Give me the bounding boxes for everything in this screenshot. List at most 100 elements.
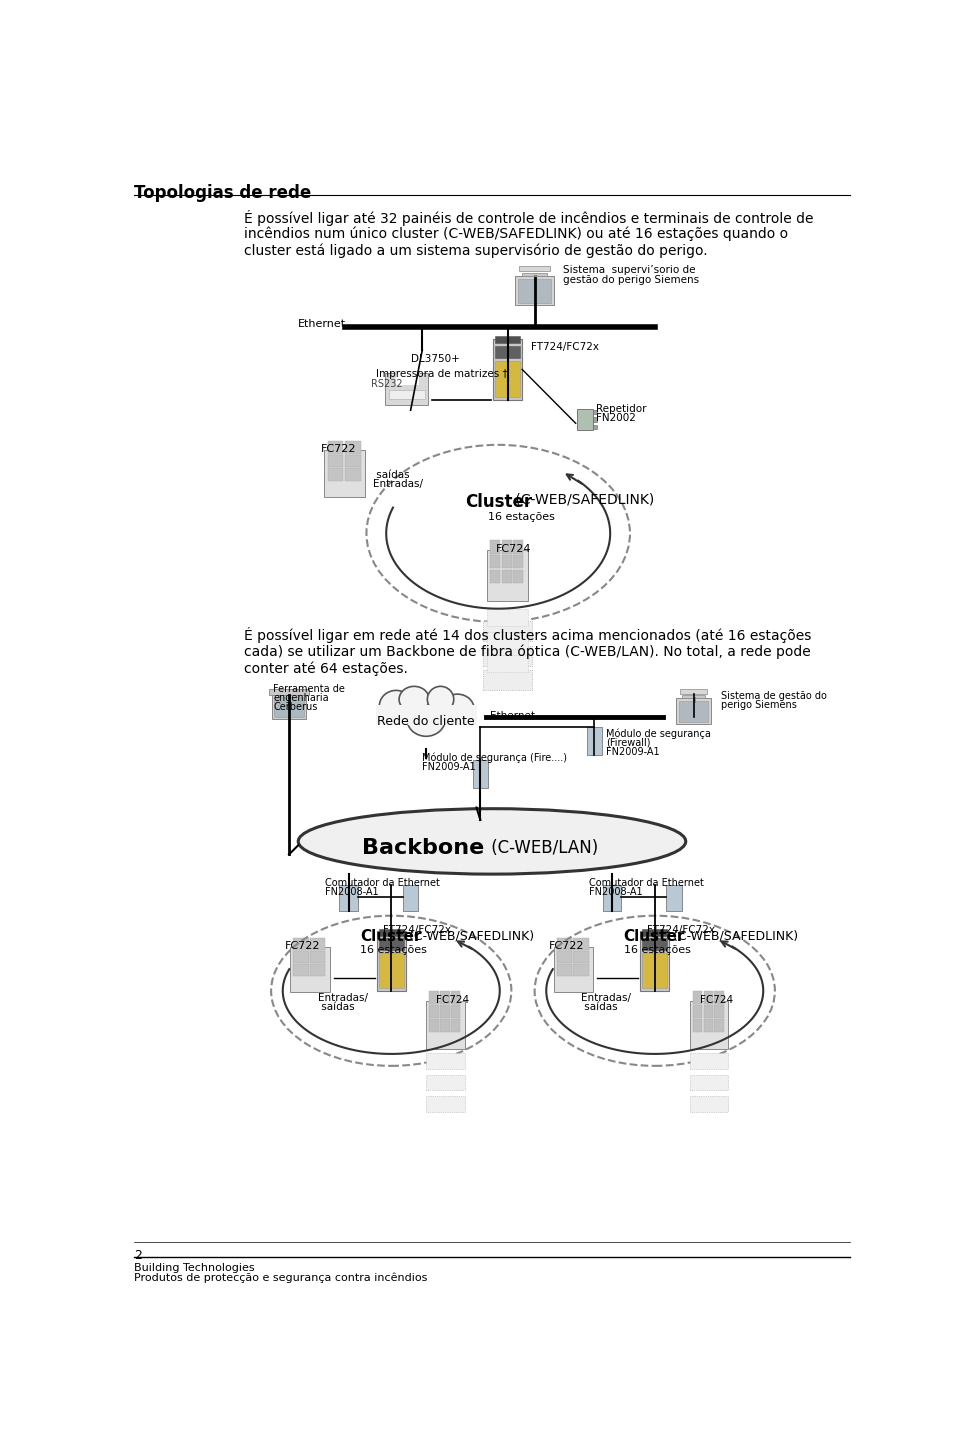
- FancyBboxPatch shape: [577, 410, 593, 430]
- FancyBboxPatch shape: [274, 698, 304, 717]
- FancyBboxPatch shape: [693, 1019, 703, 1032]
- Text: É possível ligar até 32 painéis de controle de incêndios e terminais de controle: É possível ligar até 32 painéis de contr…: [244, 211, 813, 226]
- FancyBboxPatch shape: [488, 632, 528, 649]
- Text: Entradas/: Entradas/: [372, 480, 422, 489]
- Ellipse shape: [399, 686, 429, 712]
- Text: FN2008-A1: FN2008-A1: [588, 887, 642, 897]
- FancyBboxPatch shape: [593, 410, 597, 414]
- Text: engenharia: engenharia: [274, 692, 329, 702]
- Text: FC724: FC724: [700, 995, 732, 1005]
- Text: FT724/FC72x: FT724/FC72x: [531, 342, 599, 352]
- FancyBboxPatch shape: [693, 991, 703, 1004]
- Ellipse shape: [407, 702, 445, 737]
- Text: FN2009-A1: FN2009-A1: [606, 747, 660, 757]
- FancyBboxPatch shape: [294, 939, 308, 950]
- Text: Backbone: Backbone: [362, 838, 484, 858]
- Text: FN2002: FN2002: [596, 414, 636, 424]
- FancyBboxPatch shape: [502, 541, 512, 554]
- FancyBboxPatch shape: [327, 441, 344, 454]
- FancyBboxPatch shape: [345, 469, 361, 480]
- Text: (Firewall): (Firewall): [606, 737, 651, 747]
- FancyBboxPatch shape: [451, 991, 461, 1004]
- FancyBboxPatch shape: [495, 346, 520, 358]
- FancyBboxPatch shape: [642, 929, 667, 936]
- FancyBboxPatch shape: [403, 884, 419, 911]
- Text: Entradas/: Entradas/: [581, 994, 631, 1004]
- FancyBboxPatch shape: [689, 1096, 729, 1112]
- Text: Impressora de matrizes †: Impressora de matrizes †: [375, 369, 508, 379]
- Text: É possível ligar em rede até 14 dos clusters acima mencionados (até 16 estações: É possível ligar em rede até 14 dos clus…: [244, 627, 811, 643]
- FancyBboxPatch shape: [488, 609, 528, 626]
- FancyBboxPatch shape: [426, 1074, 465, 1090]
- FancyBboxPatch shape: [714, 991, 724, 1004]
- Text: cluster está ligado a um sistema supervisório de gestão do perigo.: cluster está ligado a um sistema supervi…: [244, 244, 708, 258]
- FancyBboxPatch shape: [440, 991, 449, 1004]
- Text: (C-WEB/SAFEDLINK): (C-WEB/SAFEDLINK): [405, 929, 535, 942]
- FancyBboxPatch shape: [495, 336, 520, 343]
- FancyBboxPatch shape: [522, 273, 547, 277]
- FancyBboxPatch shape: [451, 1019, 461, 1032]
- FancyBboxPatch shape: [426, 1001, 465, 1048]
- Ellipse shape: [299, 809, 685, 874]
- FancyBboxPatch shape: [693, 1005, 703, 1018]
- FancyBboxPatch shape: [557, 952, 572, 963]
- FancyBboxPatch shape: [429, 1019, 439, 1032]
- Text: FC722: FC722: [285, 940, 321, 950]
- Text: saídas: saídas: [318, 1002, 354, 1012]
- FancyBboxPatch shape: [491, 555, 500, 568]
- Text: Building Technologies: Building Technologies: [134, 1263, 254, 1273]
- Ellipse shape: [379, 691, 413, 722]
- FancyBboxPatch shape: [488, 655, 528, 672]
- FancyBboxPatch shape: [290, 947, 329, 992]
- FancyBboxPatch shape: [557, 939, 572, 950]
- Text: 2: 2: [134, 1249, 142, 1262]
- FancyBboxPatch shape: [689, 1074, 729, 1090]
- Text: 16 estações: 16 estações: [488, 512, 555, 522]
- FancyBboxPatch shape: [345, 454, 361, 467]
- FancyBboxPatch shape: [514, 541, 523, 554]
- FancyBboxPatch shape: [491, 570, 500, 583]
- Text: cada) se utilizar um Backbone de fibra óptica (C-WEB/LAN). No total, a rede pode: cada) se utilizar um Backbone de fibra ó…: [244, 645, 811, 659]
- FancyBboxPatch shape: [714, 1019, 724, 1032]
- FancyBboxPatch shape: [379, 953, 403, 988]
- FancyBboxPatch shape: [310, 965, 325, 976]
- FancyBboxPatch shape: [491, 541, 500, 554]
- FancyBboxPatch shape: [327, 469, 344, 480]
- FancyBboxPatch shape: [294, 965, 308, 976]
- Text: FN2008-A1: FN2008-A1: [325, 887, 379, 897]
- FancyBboxPatch shape: [689, 1053, 729, 1069]
- Text: Sistema de gestão do: Sistema de gestão do: [721, 691, 827, 701]
- FancyBboxPatch shape: [492, 339, 522, 399]
- Ellipse shape: [441, 694, 474, 724]
- FancyBboxPatch shape: [603, 884, 621, 911]
- Text: Topologias de rede: Topologias de rede: [134, 183, 311, 202]
- FancyBboxPatch shape: [327, 454, 344, 467]
- FancyBboxPatch shape: [484, 671, 532, 691]
- FancyBboxPatch shape: [294, 952, 308, 963]
- FancyBboxPatch shape: [593, 417, 597, 421]
- Text: Comutador da Ethernet: Comutador da Ethernet: [588, 878, 704, 888]
- FancyBboxPatch shape: [495, 360, 520, 397]
- FancyBboxPatch shape: [429, 1005, 439, 1018]
- Text: gestão do perigo Siemens: gestão do perigo Siemens: [563, 274, 699, 284]
- FancyBboxPatch shape: [451, 1005, 461, 1018]
- FancyBboxPatch shape: [379, 929, 403, 936]
- FancyBboxPatch shape: [573, 952, 588, 963]
- Text: Módulo de segurança: Módulo de segurança: [606, 728, 710, 738]
- FancyBboxPatch shape: [324, 450, 365, 497]
- FancyBboxPatch shape: [484, 646, 532, 666]
- FancyBboxPatch shape: [310, 939, 325, 950]
- FancyBboxPatch shape: [593, 424, 597, 430]
- FancyBboxPatch shape: [704, 1005, 713, 1018]
- FancyBboxPatch shape: [518, 280, 551, 303]
- FancyBboxPatch shape: [426, 1096, 465, 1112]
- FancyBboxPatch shape: [714, 1005, 724, 1018]
- FancyBboxPatch shape: [557, 965, 572, 976]
- FancyBboxPatch shape: [642, 953, 667, 988]
- FancyBboxPatch shape: [440, 1005, 449, 1018]
- Text: Cluster: Cluster: [465, 493, 532, 510]
- FancyBboxPatch shape: [587, 727, 602, 756]
- Text: DL3750+: DL3750+: [411, 353, 460, 363]
- Text: Ethernet: Ethernet: [299, 319, 347, 329]
- Text: incêndios num único cluster (C-WEB/SAFEDLINK) ou até 16 estações quando o: incêndios num único cluster (C-WEB/SAFED…: [244, 226, 788, 241]
